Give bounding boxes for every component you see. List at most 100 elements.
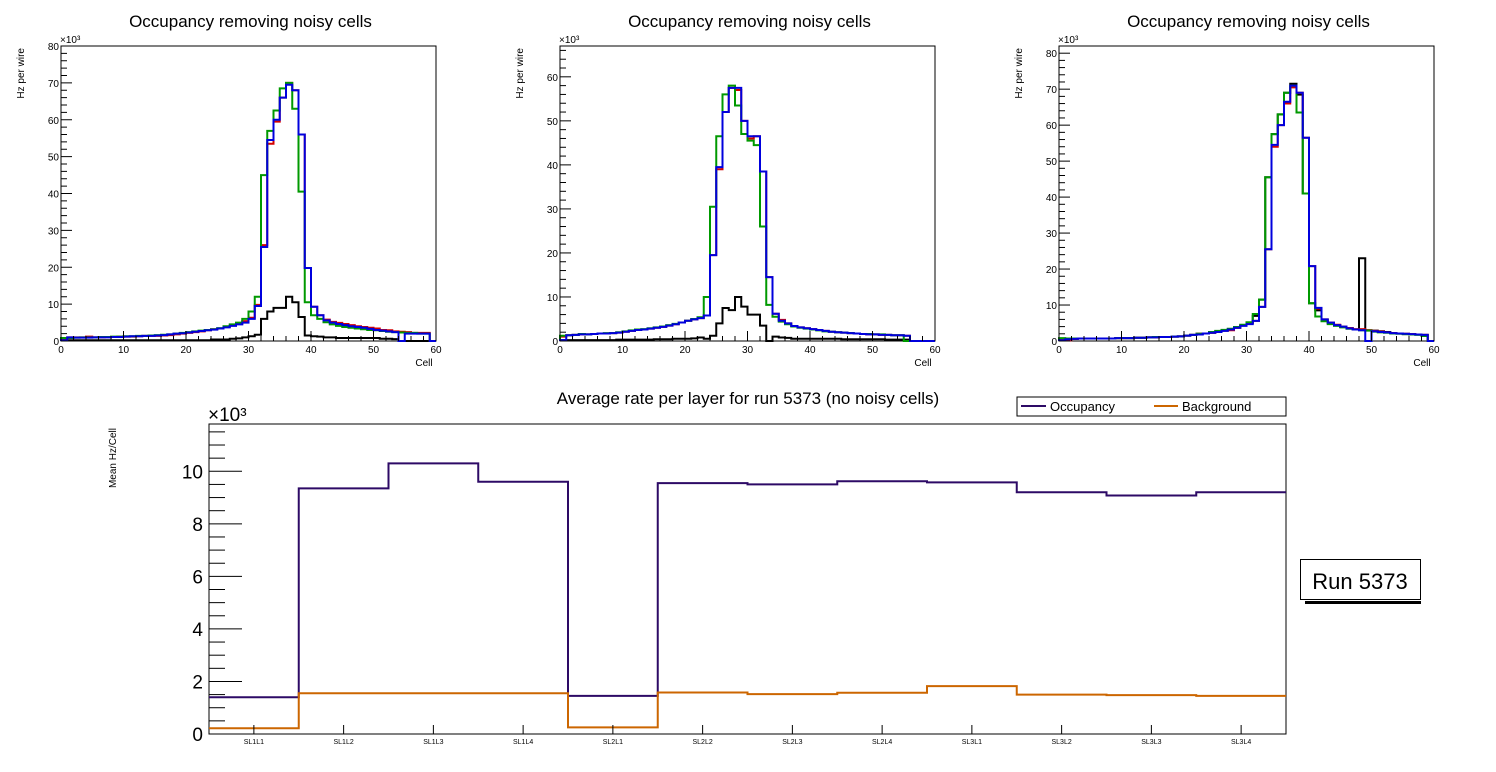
series-blue-line xyxy=(1058,84,1434,342)
y-multiplier: ×10³ xyxy=(60,35,81,46)
layer-rate-panel: Average rate per layer for run 5373 (no … xyxy=(108,389,1421,746)
y-axis-label: Hz per wire xyxy=(16,48,27,99)
histogram-panel-2: Occupancy removing noisy cells 0 10 20 30 40 5… xyxy=(515,12,941,369)
x-category-label: SL2L3 xyxy=(782,739,802,746)
x-axis-label: Cell xyxy=(415,358,432,369)
y-axis-label: Mean Hz/Cell xyxy=(108,428,119,488)
series-green-line xyxy=(1058,84,1434,342)
y-tick-label: 2 xyxy=(192,672,203,693)
x-tick-label: 10 xyxy=(118,345,130,356)
chart-title: Occupancy removing noisy cells xyxy=(129,12,372,31)
y-tick-label: 70 xyxy=(48,79,60,90)
series-black-line xyxy=(559,295,935,342)
legend-occupancy-label: Occupancy xyxy=(1050,399,1116,414)
x-tick-label: 0 xyxy=(557,345,563,356)
y-tick-label: 60 xyxy=(1046,121,1058,132)
y-tick-label: 70 xyxy=(1046,85,1058,96)
y-tick-label: 40 xyxy=(1046,193,1058,204)
y-tick-label: 30 xyxy=(48,226,60,237)
x-tick-label: 20 xyxy=(180,345,192,356)
x-category-label: SL2L1 xyxy=(603,739,623,746)
x-tick-label: 40 xyxy=(305,345,317,356)
series-occupancy-line xyxy=(209,462,1286,699)
x-tick-label: 60 xyxy=(1428,345,1440,356)
y-tick-label: 80 xyxy=(48,42,60,53)
run-label: Run 5373 xyxy=(1312,569,1407,594)
y-tick-label: 50 xyxy=(547,117,559,128)
y-tick-label: 40 xyxy=(48,190,60,201)
y-tick-label: 50 xyxy=(1046,157,1058,168)
x-category-label: SL3L4 xyxy=(1231,739,1251,746)
y-tick-label: 40 xyxy=(547,161,559,172)
chart-title: Occupancy removing noisy cells xyxy=(1127,12,1370,31)
y-tick-label: 60 xyxy=(547,73,559,84)
x-tick-label: 20 xyxy=(1178,345,1190,356)
x-category-label: SL1L2 xyxy=(334,739,354,746)
plot-frame xyxy=(60,45,437,342)
y-tick-label: 10 xyxy=(48,300,60,311)
x-tick-label: 20 xyxy=(679,345,691,356)
plot-frame xyxy=(1058,45,1435,342)
legend-box xyxy=(1016,396,1287,417)
plot-frame xyxy=(559,45,936,342)
x-category-label: SL1L1 xyxy=(244,739,264,746)
series-black-line xyxy=(1058,82,1434,342)
x-tick-label: 30 xyxy=(742,345,754,356)
x-tick-label: 50 xyxy=(368,345,380,356)
y-tick-label: 80 xyxy=(1046,49,1058,60)
chart-title: Average rate per layer for run 5373 (no … xyxy=(557,389,939,408)
series-blue-line xyxy=(559,86,935,342)
x-tick-label: 30 xyxy=(243,345,255,356)
histogram-panel-1: Occupancy removing noisy cells 0 10 20 30 40 5… xyxy=(16,12,442,369)
x-category-label: SL3L2 xyxy=(1052,739,1072,746)
y-tick-label: 10 xyxy=(1046,301,1058,312)
plot-frame xyxy=(208,423,1287,735)
x-tick-label: 50 xyxy=(1366,345,1378,356)
y-multiplier: ×10³ xyxy=(1058,35,1079,46)
x-category-label: SL2L4 xyxy=(872,739,892,746)
series-background-line xyxy=(209,685,1286,730)
x-tick-label: 10 xyxy=(617,345,629,356)
x-axis-label: Cell xyxy=(914,358,931,369)
y-tick-label: 0 xyxy=(1051,337,1057,348)
x-tick-label: 40 xyxy=(804,345,816,356)
run-box xyxy=(1300,559,1421,600)
y-tick-label: 0 xyxy=(192,725,203,746)
run-annotation: Run 5373 xyxy=(1300,559,1421,604)
y-tick-label: 4 xyxy=(192,620,203,641)
y-tick-label: 10 xyxy=(547,293,559,304)
x-tick-label: 60 xyxy=(929,345,941,356)
series-red-line xyxy=(1058,86,1434,342)
series-black-line xyxy=(60,295,436,342)
y-tick-label: 0 xyxy=(53,337,59,348)
histogram-panel-3: Occupancy removing noisy cells 0 10 20 30 40 5… xyxy=(1014,12,1440,369)
x-category-label: SL3L1 xyxy=(962,739,982,746)
run-box-shadow xyxy=(1305,601,1421,604)
x-category-label: SL1L3 xyxy=(423,739,443,746)
x-category-label: SL2L2 xyxy=(693,739,713,746)
y-axis-label: Hz per wire xyxy=(1014,48,1025,99)
x-category-label: SL3L3 xyxy=(1141,739,1161,746)
series-blue-line xyxy=(60,83,436,342)
x-tick-label: 0 xyxy=(1056,345,1062,356)
y-tick-label: 8 xyxy=(192,515,203,536)
y-multiplier: ×10³ xyxy=(559,35,580,46)
x-tick-label: 10 xyxy=(1116,345,1128,356)
x-tick-label: 30 xyxy=(1241,345,1253,356)
x-axis-label: Cell xyxy=(1413,358,1430,369)
x-category-label: SL1L4 xyxy=(513,739,533,746)
x-tick-label: 60 xyxy=(430,345,442,356)
y-axis-label: Hz per wire xyxy=(515,48,526,99)
y-tick-label: 10 xyxy=(182,462,203,483)
legend-background-label: Background xyxy=(1182,399,1251,414)
y-tick-label: 50 xyxy=(48,153,60,164)
y-tick-label: 20 xyxy=(547,249,559,260)
y-tick-label: 30 xyxy=(547,205,559,216)
y-tick-label: 60 xyxy=(48,116,60,127)
series-green-line xyxy=(60,81,436,342)
x-tick-label: 50 xyxy=(867,345,879,356)
x-tick-label: 0 xyxy=(58,345,64,356)
chart-title: Occupancy removing noisy cells xyxy=(628,12,871,31)
y-tick-label: 30 xyxy=(1046,229,1058,240)
